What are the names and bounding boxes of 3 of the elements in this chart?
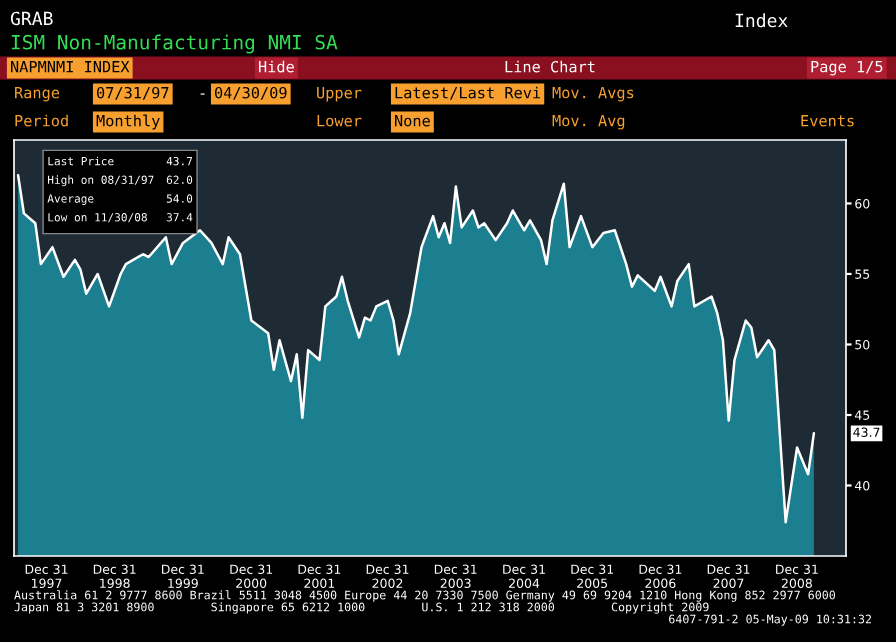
chart-title: ISM Non-Manufacturing NMI SA (11, 34, 338, 54)
text: GRAB (10, 11, 53, 26)
text: Index (735, 13, 788, 28)
